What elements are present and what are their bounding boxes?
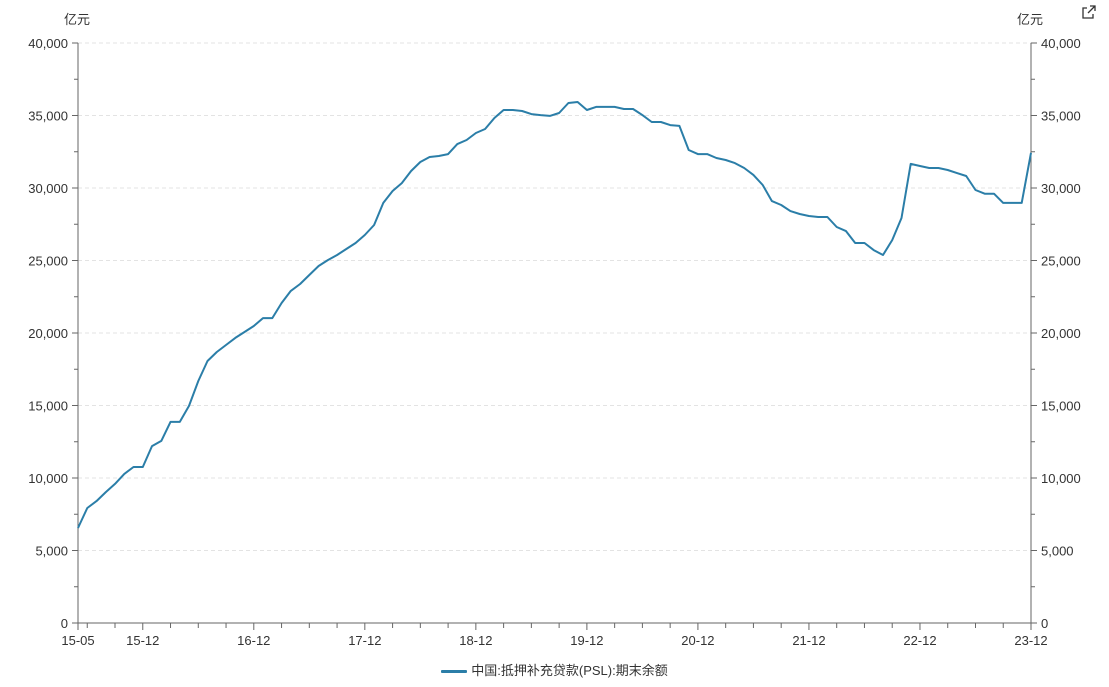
- right-tick-label: 5,000: [1041, 544, 1074, 559]
- right-tick-label: 15,000: [1041, 399, 1081, 414]
- legend-line-swatch: [441, 670, 468, 674]
- x-tick-label: 23-12: [1014, 633, 1047, 648]
- left-tick-label: 5,000: [35, 544, 68, 559]
- left-tick-label: 15,000: [28, 399, 68, 414]
- x-tick-label: 22-12: [903, 633, 936, 648]
- left-tick-label: 30,000: [28, 181, 68, 196]
- right-tick-label: 35,000: [1041, 109, 1081, 124]
- left-tick-label: 0: [61, 616, 68, 631]
- legend-label: 中国:抵押补充贷款(PSL):期末余额: [471, 663, 668, 678]
- right-axis-unit: 亿元: [1017, 12, 1044, 27]
- right-tick-label: 30,000: [1041, 181, 1081, 196]
- right-tick-label: 25,000: [1041, 254, 1081, 269]
- series-line-psl-balance: [77, 101, 1032, 529]
- external-link-icon[interactable]: [1081, 4, 1097, 20]
- x-tick-label: 19-12: [570, 633, 603, 648]
- left-tick-label: 10,000: [28, 471, 68, 486]
- x-tick-label: 15-05: [61, 633, 94, 648]
- left-tick-label: 25,000: [28, 254, 68, 269]
- right-tick-label: 10,000: [1041, 471, 1081, 486]
- x-tick-label: 18-12: [459, 633, 492, 648]
- right-tick-label: 0: [1041, 616, 1048, 631]
- right-tick-label: 40,000: [1041, 36, 1081, 51]
- x-tick-label: 21-12: [792, 633, 825, 648]
- x-tick-label: 16-12: [237, 633, 270, 648]
- left-tick-label: 20,000: [28, 326, 68, 341]
- legend[interactable]: 中国:抵押补充贷款(PSL):期末余额: [0, 660, 1109, 679]
- x-tick-label: 15-12: [126, 633, 159, 648]
- left-axis-unit: 亿元: [64, 12, 91, 27]
- left-tick-label: 35,000: [28, 109, 68, 124]
- x-tick-label: 20-12: [681, 633, 714, 648]
- x-tick-label: 17-12: [348, 633, 381, 648]
- left-tick-label: 40,000: [28, 36, 68, 51]
- right-tick-label: 20,000: [1041, 326, 1081, 341]
